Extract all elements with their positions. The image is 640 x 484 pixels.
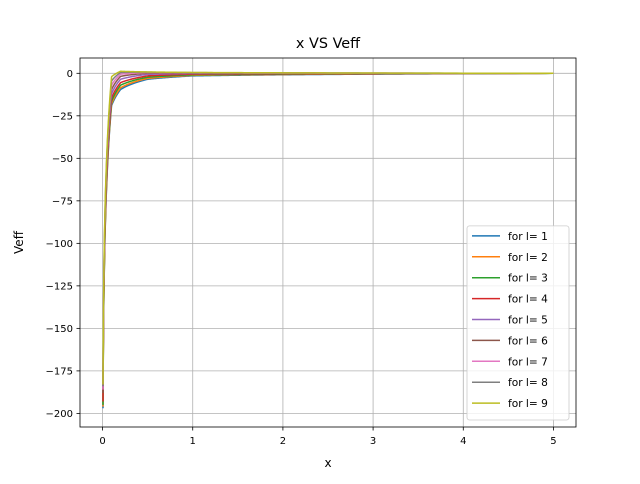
legend-label-1: for l= 1 <box>508 231 548 243</box>
y-tick-label: −125 <box>46 281 73 292</box>
legend-label-9: for l= 9 <box>508 398 548 410</box>
x-tick-label: 2 <box>280 436 286 447</box>
legend-label-4: for l= 4 <box>508 294 548 306</box>
x-tick-label: 0 <box>99 436 105 447</box>
x-tick-label: 5 <box>550 436 556 447</box>
legend-box <box>466 225 570 421</box>
legend-label-3: for l= 3 <box>508 273 548 285</box>
y-tick-label: −175 <box>46 366 73 377</box>
legend-label-2: for l= 2 <box>508 252 548 264</box>
series-lines <box>102 70 554 409</box>
y-tick-label: −200 <box>46 409 73 420</box>
series-line-9 <box>102 70 554 385</box>
chart-title: x VS Veff <box>296 36 361 52</box>
legend-label-6: for l= 6 <box>508 335 548 347</box>
x-axis-ticks: 0 1 2 3 4 5 <box>99 427 557 447</box>
legend-label-7: for l= 7 <box>508 356 548 368</box>
legend: for l= 1 for l= 2 for l= 3 for l= 4 for l= 5… <box>466 225 570 421</box>
legend-label-5: for l= 5 <box>508 315 548 327</box>
y-axis-ticks: 0 −25 −50 −75 −100 −125 −150 −175 −200 <box>46 69 80 420</box>
x-tick-label: 3 <box>370 436 376 447</box>
legend-label-8: for l= 8 <box>508 377 548 389</box>
x-tick-label: 4 <box>460 436 466 447</box>
y-tick-label: −75 <box>52 196 73 207</box>
y-tick-label: 0 <box>67 69 73 80</box>
y-tick-label: −100 <box>46 239 73 250</box>
plot-area-frame <box>79 57 577 428</box>
y-tick-label: −25 <box>52 111 73 122</box>
x-tick-label: 1 <box>190 436 196 447</box>
y-axis-label: Veff <box>12 230 26 254</box>
y-tick-label: −150 <box>46 324 73 335</box>
y-tick-label: −50 <box>52 154 73 165</box>
x-axis-label: x <box>324 456 331 470</box>
